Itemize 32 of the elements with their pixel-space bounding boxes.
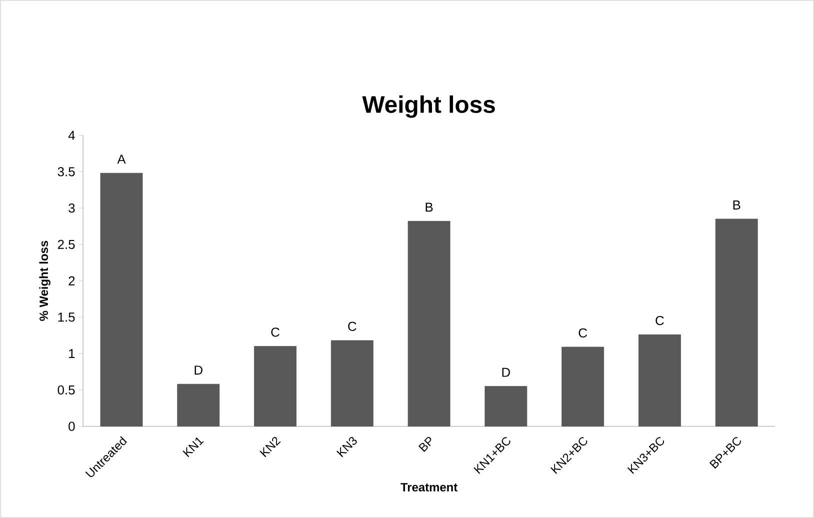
chart-title: Weight loss [362, 95, 495, 118]
bar [638, 334, 681, 427]
x-tick-label: KN1 [182, 437, 204, 458]
y-tick-label: 3 [68, 203, 75, 213]
annotation: C [271, 328, 280, 337]
y-tick-label: 0.5 [58, 385, 75, 395]
bar [408, 220, 450, 427]
bar [484, 386, 528, 427]
annotation: D [194, 366, 202, 375]
y-axis-title: % Weight loss [39, 240, 50, 321]
y-tick-label: 1.5 [58, 312, 75, 322]
y-tick-label: 1 [69, 349, 75, 358]
y-tick-label: 4 [68, 130, 75, 140]
bar [562, 346, 604, 427]
y-tick-label: 3.5 [58, 167, 75, 176]
bar [177, 384, 220, 427]
y-tick-label: 2.5 [58, 240, 75, 250]
annotation: C [578, 328, 587, 338]
annotation: B [426, 202, 433, 212]
bar [330, 340, 374, 427]
annotation: D [502, 368, 510, 377]
annotation: B [733, 200, 740, 210]
y-tick-label: 2 [68, 276, 75, 286]
bar [715, 218, 758, 427]
annotation: A [117, 154, 126, 164]
annotation: C [348, 322, 356, 331]
x-tick-label: BP [418, 437, 432, 452]
y-tick-label: 0 [68, 422, 75, 431]
annotation: C [656, 316, 664, 326]
x-axis-title: Treatment [400, 483, 458, 492]
bar [100, 172, 143, 427]
bar [254, 346, 296, 427]
